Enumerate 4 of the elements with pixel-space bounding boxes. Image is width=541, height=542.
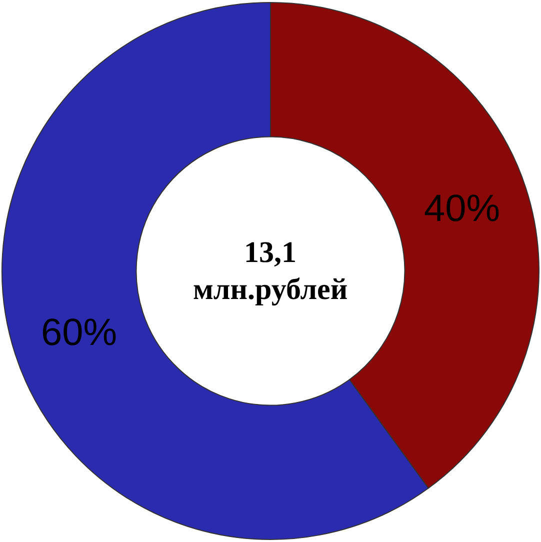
data-label: 60% <box>40 312 118 354</box>
data-label: 40% <box>424 188 500 230</box>
text: 13,1 <box>244 236 296 269</box>
text: млн.рублей <box>193 273 348 306</box>
